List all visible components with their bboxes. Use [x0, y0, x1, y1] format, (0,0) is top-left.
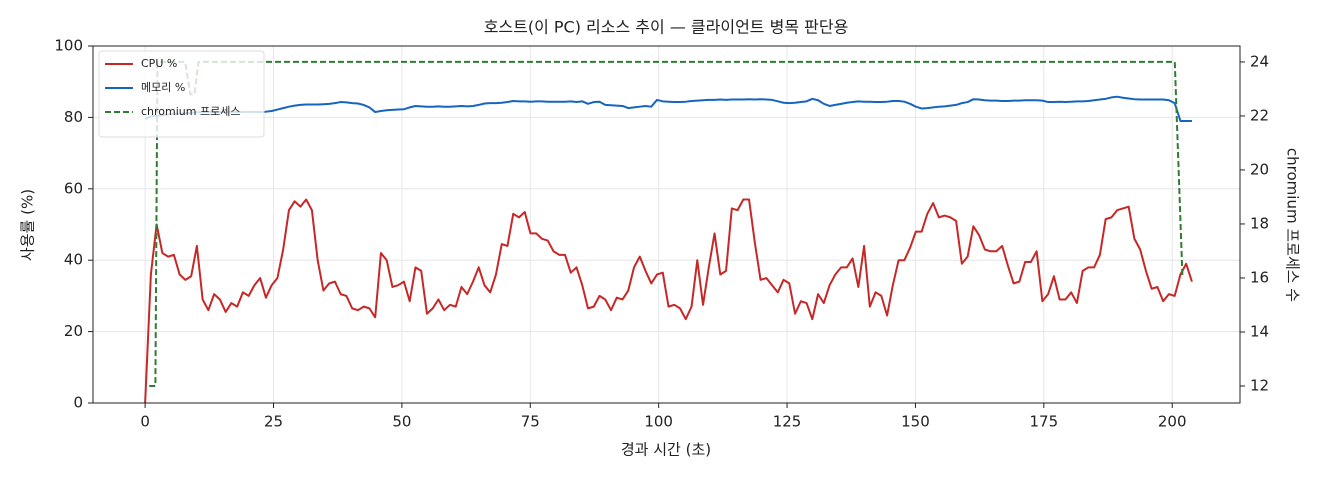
x-tick-label: 100 [644, 413, 673, 431]
x-tick-label: 25 [264, 413, 283, 431]
y-tick-label: 0 [73, 394, 83, 412]
x-tick-label: 0 [140, 413, 150, 431]
y-axis-label: 사용률 (%) [19, 189, 37, 261]
y-tick-label: 20 [64, 322, 83, 340]
x-tick-label: 50 [392, 413, 411, 431]
x-tick-label: 150 [901, 413, 930, 431]
x-tick-label: 175 [1030, 413, 1059, 431]
legend-label: CPU % [141, 57, 177, 70]
plot-frame [92, 45, 1241, 404]
y2-tick-label: 12 [1250, 376, 1269, 394]
y-tick-label: 40 [64, 251, 83, 269]
y2-tick-label: 24 [1250, 52, 1269, 70]
y-tick-label: 60 [64, 179, 83, 197]
y-tick-label: 80 [64, 108, 83, 126]
y2-axis-label: chromium 프로세스 수 [1284, 148, 1302, 302]
y-tick-label: 100 [54, 37, 83, 55]
y2-tick-label: 18 [1250, 214, 1269, 232]
series-line [144, 198, 1193, 404]
x-tick-label: 125 [773, 413, 802, 431]
y2-tick-label: 22 [1250, 106, 1269, 124]
x-tick-label: 200 [1158, 413, 1187, 431]
chart-title: 호스트(이 PC) 리소스 추이 — 클라이언트 병목 판단용 [484, 18, 849, 37]
legend-box [98, 50, 265, 138]
legend-label: 메모리 % [141, 81, 185, 94]
y2-tick-label: 16 [1250, 268, 1269, 286]
series-line [144, 95, 1192, 122]
y2-tick-label: 14 [1250, 322, 1269, 340]
y2-tick-label: 20 [1250, 160, 1269, 178]
legend: CPU % 메모리 % chromium 프로세스 [98, 50, 265, 138]
x-tick-label: 75 [521, 413, 540, 431]
legend-label: chromium 프로세스 [141, 105, 240, 118]
x-axis-label: 경과 시간 (초) [621, 441, 711, 459]
series-line [149, 60, 1184, 387]
